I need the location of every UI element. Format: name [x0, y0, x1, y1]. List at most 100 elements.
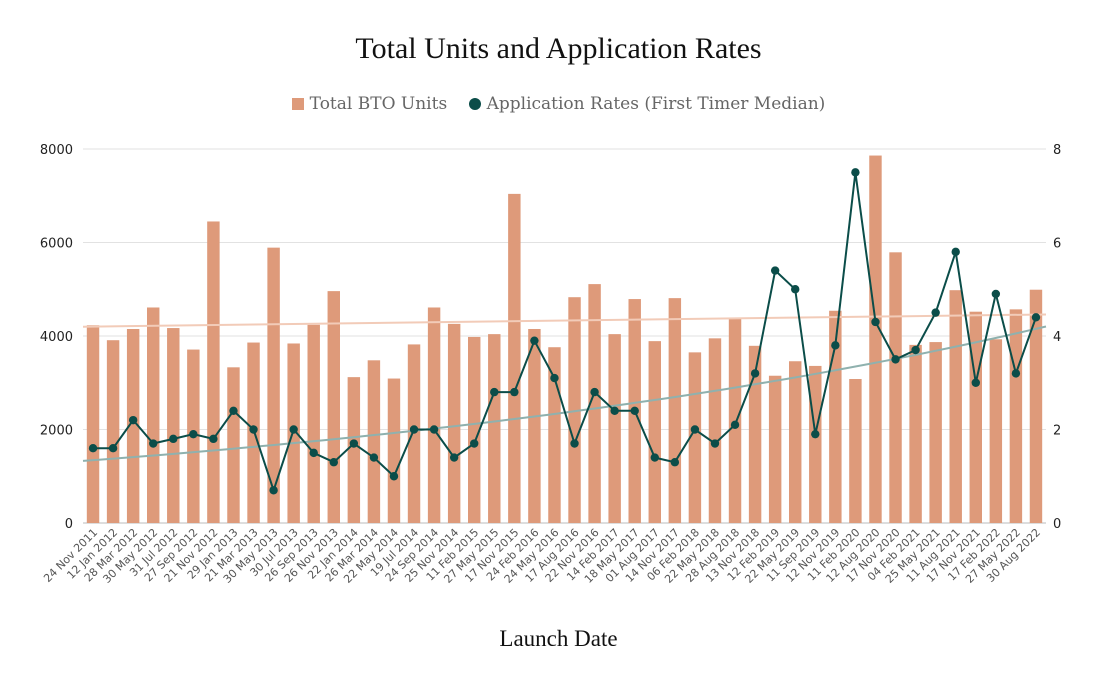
legend-bar-swatch	[291, 97, 304, 110]
line-point	[269, 486, 278, 495]
line-point	[690, 425, 700, 434]
line-point	[349, 439, 359, 448]
bar	[949, 290, 962, 523]
bar	[889, 252, 902, 523]
y-left-tick-label: 2000	[40, 424, 73, 439]
bar	[447, 323, 461, 523]
bar-series	[86, 155, 1043, 524]
bar	[86, 325, 100, 523]
line-point	[550, 373, 559, 383]
bar	[387, 378, 401, 523]
line-point	[1031, 313, 1041, 322]
line-point	[289, 425, 298, 434]
y-right-tick-label: 0	[1053, 517, 1061, 532]
legend-dot-swatch	[468, 97, 481, 110]
bar	[207, 221, 220, 523]
line-point	[169, 434, 178, 444]
line-point	[991, 289, 1001, 299]
bar	[588, 284, 601, 523]
line-point	[851, 168, 860, 177]
line-point	[730, 420, 740, 430]
line-point	[791, 285, 800, 294]
bar	[768, 375, 782, 523]
legend-item-bars[interactable]: Total BTO Units	[291, 93, 448, 114]
line-point	[670, 458, 680, 467]
bar	[347, 377, 361, 523]
bar	[909, 344, 922, 523]
bar	[508, 193, 521, 523]
y-right-tick-label: 8	[1053, 143, 1061, 158]
line-point	[770, 266, 780, 275]
legend: Total BTO Units Application Rates (First…	[0, 93, 1117, 114]
y-left-tick-label: 6000	[40, 237, 73, 252]
line-point	[911, 345, 920, 355]
bar	[146, 307, 160, 523]
y-axis-right: 0 2 4 6 8	[1053, 143, 1061, 532]
line-point	[590, 387, 599, 397]
bar	[748, 345, 762, 523]
line-point	[971, 378, 980, 387]
line-point	[389, 472, 399, 481]
line-point	[429, 425, 439, 434]
bar	[1029, 289, 1043, 523]
chart-title: Total Units and Application Rates	[355, 32, 762, 65]
line-point	[510, 387, 519, 397]
line-point	[490, 387, 499, 397]
line-point	[530, 336, 539, 345]
line-point	[871, 317, 880, 327]
legend-label-line: Application Rates (First Timer Median)	[486, 93, 826, 114]
line-series	[88, 168, 1041, 495]
x-axis-label: Launch Date	[499, 626, 618, 651]
line-point	[149, 439, 158, 448]
line-point	[710, 439, 720, 448]
bar	[568, 297, 581, 523]
line-point	[128, 415, 138, 425]
line-point	[249, 425, 258, 434]
bar	[829, 310, 842, 523]
bar	[267, 247, 280, 523]
y-right-tick-label: 6	[1053, 237, 1061, 252]
bar	[407, 344, 421, 523]
y-right-tick-label: 2	[1053, 424, 1061, 439]
y-left-tick-label: 4000	[40, 330, 73, 345]
line-point	[209, 434, 218, 444]
bar	[708, 338, 722, 523]
line-point	[189, 429, 198, 439]
bar	[809, 365, 822, 523]
legend-label-bars: Total BTO Units	[309, 93, 448, 114]
line-point	[891, 355, 900, 364]
bar	[989, 339, 1003, 523]
line-point	[329, 458, 338, 467]
bar	[327, 291, 341, 523]
bar	[869, 155, 882, 524]
bar	[788, 361, 802, 523]
line-point	[831, 341, 840, 350]
bar	[528, 328, 541, 523]
line-point	[570, 439, 579, 448]
line-point	[630, 406, 639, 415]
bar	[849, 379, 862, 523]
bar-trend-line	[82, 313, 1047, 328]
bar	[307, 324, 320, 523]
y-axis-left: 0 2000 4000 6000 8000	[40, 143, 73, 532]
line-point	[229, 406, 238, 415]
line-point	[470, 439, 479, 448]
bar	[367, 360, 381, 523]
bar	[929, 342, 942, 523]
bar	[427, 307, 441, 523]
line-point	[409, 425, 419, 434]
line-point	[610, 406, 619, 415]
legend-item-line[interactable]: Application Rates (First Timer Median)	[468, 93, 826, 114]
bar	[126, 328, 140, 523]
line-point	[811, 429, 820, 439]
bar	[227, 367, 240, 523]
line-point	[309, 448, 318, 458]
bar	[467, 336, 481, 523]
line-point	[750, 369, 760, 378]
bar	[167, 328, 180, 523]
line-point	[88, 444, 98, 453]
bar	[548, 347, 561, 523]
line-point	[650, 453, 659, 462]
